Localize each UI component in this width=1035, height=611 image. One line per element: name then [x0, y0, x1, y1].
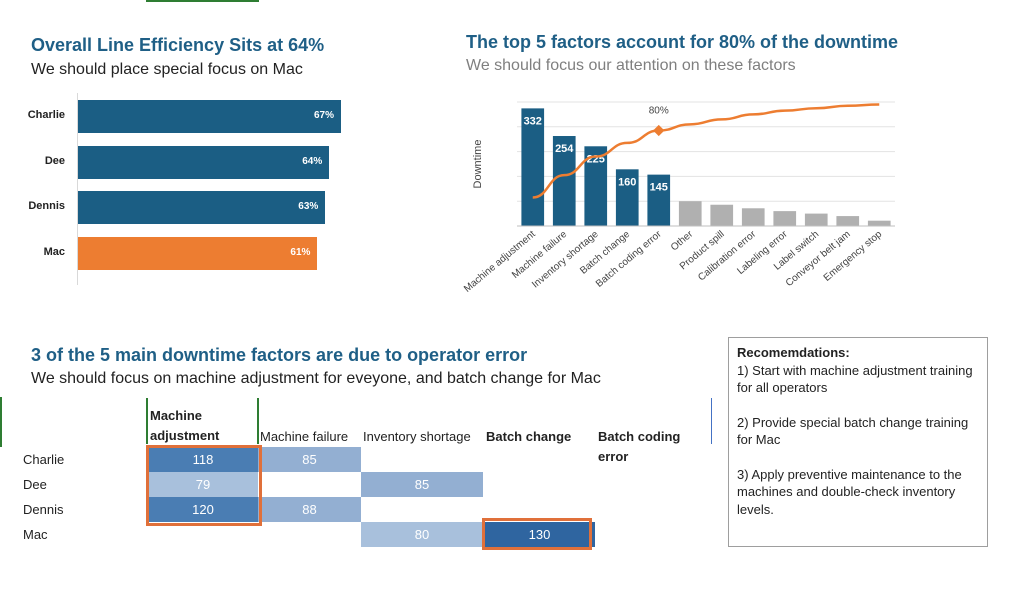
heatmap-cell: 85	[258, 447, 361, 472]
pareto-80pct-label: 80%	[649, 106, 669, 117]
recommendation-3: 3) Apply preventive maintenance to the m…	[737, 466, 966, 517]
heatmap-cell: 80	[361, 522, 483, 547]
efficiency-title: Overall Line Efficiency Sits at 64%	[31, 35, 325, 55]
heatmap-header-divider	[257, 398, 259, 444]
pareto-category-label: Other	[669, 228, 696, 253]
heatmap-row-label: Dee	[23, 477, 47, 492]
efficiency-value-label: 64%	[302, 155, 323, 167]
pareto-bar	[584, 146, 608, 226]
pareto-value-label: 145	[650, 182, 668, 194]
efficiency-bar-dee: 64%	[78, 145, 330, 179]
left-accent-line	[0, 397, 2, 447]
top-accent-line	[146, 0, 259, 2]
heatmap-cell: 118	[148, 447, 258, 472]
efficiency-axis	[77, 93, 78, 285]
efficiency-bar-charlie: 67%	[78, 100, 341, 133]
efficiency-label-mac: Mac	[43, 245, 65, 258]
heatmap-cell: 120	[148, 497, 258, 522]
heatmap-highlight-machine-adjustment	[146, 445, 262, 526]
heatmap-column-header: Machine adjustment	[150, 408, 220, 443]
efficiency-value-label: 63%	[298, 201, 319, 212]
pareto-subtitle: We should focus our attention on these f…	[466, 57, 796, 74]
heatmap-row-label: Charlie	[23, 452, 65, 467]
pareto-y-axis-label: Downtime	[472, 140, 484, 189]
pareto-bar	[647, 174, 671, 226]
efficiency-bar-mac: 61%	[78, 236, 318, 270]
efficiency-label-dee: Dee	[44, 154, 65, 167]
heatmap-row-label: Dennis	[23, 502, 64, 517]
pareto-value-label: 332	[524, 115, 542, 127]
heatmap-cell: 88	[258, 497, 361, 522]
pareto-bar	[615, 169, 639, 226]
pareto-bar	[867, 220, 891, 226]
pareto-value-label: 254	[555, 143, 574, 155]
efficiency-subtitle: We should place special focus on Mac	[31, 61, 303, 78]
heatmap-column-header: Machine failure	[260, 429, 349, 444]
pareto-bar	[552, 136, 576, 226]
heatmap-cell: 130	[484, 522, 595, 547]
efficiency-value-label: 67%	[313, 110, 334, 121]
heatmap-subtitle: We should focus on machine adjustment fo…	[31, 370, 601, 387]
pareto-category-label: Emergency stop	[822, 229, 885, 284]
pareto-bar	[678, 201, 702, 226]
heatmap-cell: 79	[148, 472, 258, 497]
pareto-bar	[741, 208, 765, 226]
heatmap-column-header: Inventory shortage	[363, 429, 471, 444]
pareto-bar	[773, 211, 797, 226]
heatmap-title: 3 of the 5 main downtime factors are due…	[31, 345, 528, 365]
efficiency-bar-dennis: 63%	[78, 191, 326, 224]
heatmap-row-label: Mac	[23, 527, 48, 542]
heatmap-column-header: Batch change	[486, 429, 572, 444]
recommendation-1: 1) Start with machine adjustment trainin…	[737, 362, 977, 396]
recommendation-2: 2) Provide special batch change training…	[737, 414, 972, 448]
heatmap-highlight-batch-change	[482, 518, 592, 550]
pareto-cumulative-line	[532, 103, 880, 199]
recommendations-heading: Recomemdations:	[737, 345, 850, 360]
heatmap-column-header: Batch coding error	[598, 429, 681, 464]
pareto-value-label: 160	[618, 176, 636, 188]
efficiency-value-label: 61%	[290, 246, 311, 258]
pareto-bar	[804, 213, 828, 226]
pareto-bar	[836, 216, 860, 226]
heatmap-header-frame	[146, 398, 712, 444]
efficiency-label-charlie: Charlie	[27, 109, 65, 121]
recommendations-box: Recomemdations: 1) Start with machine ad…	[728, 337, 988, 547]
efficiency-label-dennis: Dennis	[28, 200, 65, 212]
pareto-title: The top 5 factors account for 80% of the…	[466, 32, 899, 52]
pareto-bar	[710, 204, 734, 226]
heatmap-cell: 85	[361, 472, 483, 497]
